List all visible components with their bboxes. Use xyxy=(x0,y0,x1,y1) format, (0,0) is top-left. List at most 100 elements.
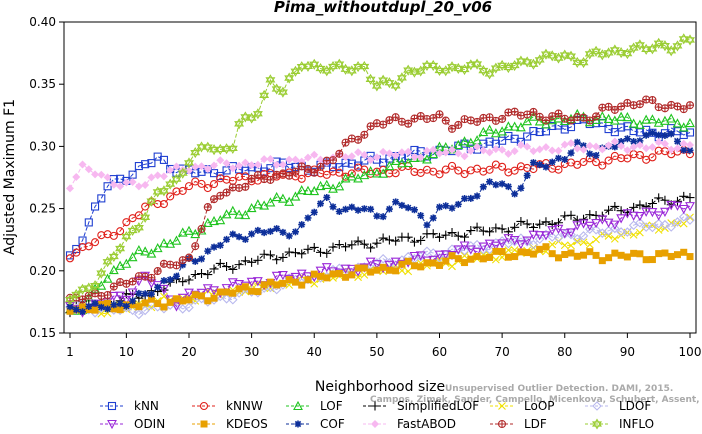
data-point xyxy=(284,247,294,257)
data-point xyxy=(623,122,632,131)
data-point xyxy=(485,227,495,237)
data-point xyxy=(404,119,413,128)
data-point xyxy=(178,186,187,195)
data-point xyxy=(241,235,249,243)
data-point xyxy=(291,167,300,176)
data-point xyxy=(541,231,551,241)
data-point xyxy=(398,260,406,268)
data-point xyxy=(71,288,82,301)
data-point xyxy=(298,281,306,289)
data-point xyxy=(511,190,519,198)
data-point xyxy=(504,253,512,261)
data-point xyxy=(598,257,606,265)
data-point xyxy=(685,128,695,137)
data-point xyxy=(334,181,345,191)
data-point xyxy=(198,292,206,300)
data-point xyxy=(459,63,470,76)
data-point xyxy=(191,257,199,265)
data-point xyxy=(379,213,387,221)
data-point xyxy=(497,126,508,136)
data-point xyxy=(630,249,638,257)
data-point xyxy=(229,230,237,238)
data-point xyxy=(415,65,426,77)
legend-marker xyxy=(498,402,506,410)
data-point xyxy=(534,231,545,241)
legend-label: ODIN xyxy=(134,417,165,431)
data-point xyxy=(347,169,356,178)
data-point xyxy=(91,202,100,211)
data-point xyxy=(315,266,326,276)
data-point xyxy=(391,169,400,178)
data-point xyxy=(422,146,431,155)
data-point xyxy=(222,188,231,197)
data-point xyxy=(154,300,162,308)
data-point xyxy=(184,166,193,175)
data-point xyxy=(197,162,206,171)
data-point xyxy=(653,218,664,229)
data-point xyxy=(516,141,525,150)
data-point xyxy=(184,302,194,313)
data-point xyxy=(153,199,162,209)
data-point xyxy=(235,285,243,293)
data-point xyxy=(348,271,356,279)
data-point xyxy=(310,279,319,288)
data-point xyxy=(515,122,526,132)
data-point xyxy=(171,235,182,245)
data-point xyxy=(654,138,663,147)
data-point xyxy=(592,235,600,244)
data-point xyxy=(334,58,345,70)
data-point xyxy=(678,204,689,215)
data-point xyxy=(227,278,238,288)
data-point xyxy=(392,198,400,206)
series-ldf xyxy=(65,95,695,304)
data-point xyxy=(679,191,689,201)
data-point xyxy=(165,178,176,190)
data-point xyxy=(248,287,256,295)
data-point xyxy=(503,121,514,131)
data-point xyxy=(379,147,388,156)
data-point xyxy=(198,255,206,263)
data-point xyxy=(592,142,601,151)
data-point xyxy=(453,245,464,255)
data-point xyxy=(484,68,495,80)
data-point xyxy=(547,219,557,229)
data-point xyxy=(110,305,118,313)
data-point xyxy=(559,229,570,239)
data-point xyxy=(479,183,487,191)
data-point xyxy=(617,154,626,163)
data-point xyxy=(121,295,132,305)
data-point xyxy=(572,221,583,231)
data-point xyxy=(83,282,94,294)
data-point xyxy=(115,260,126,270)
data-point xyxy=(536,245,544,253)
data-point xyxy=(78,243,87,252)
legend-label: LDF xyxy=(524,417,547,431)
data-point xyxy=(529,159,537,167)
data-point xyxy=(166,166,175,175)
data-point xyxy=(322,170,331,179)
data-point xyxy=(340,173,351,183)
data-point xyxy=(522,56,533,68)
data-point xyxy=(422,246,432,257)
data-point xyxy=(347,152,356,161)
data-point xyxy=(66,307,74,315)
data-point xyxy=(453,231,463,241)
data-point xyxy=(335,269,343,277)
data-point xyxy=(404,204,412,212)
data-point xyxy=(340,63,351,75)
data-point xyxy=(465,137,476,147)
data-point xyxy=(204,297,212,305)
data-point xyxy=(328,156,338,165)
data-point xyxy=(160,277,168,285)
data-point xyxy=(328,183,338,193)
data-point xyxy=(686,253,694,261)
data-point xyxy=(536,161,544,169)
data-point xyxy=(253,160,262,169)
data-point xyxy=(442,202,450,210)
data-point xyxy=(367,205,375,213)
data-point xyxy=(686,146,694,154)
y-tick-label: 0.25 xyxy=(29,202,56,216)
legend-marker xyxy=(199,401,209,411)
data-point xyxy=(328,242,338,252)
data-point xyxy=(184,182,194,191)
